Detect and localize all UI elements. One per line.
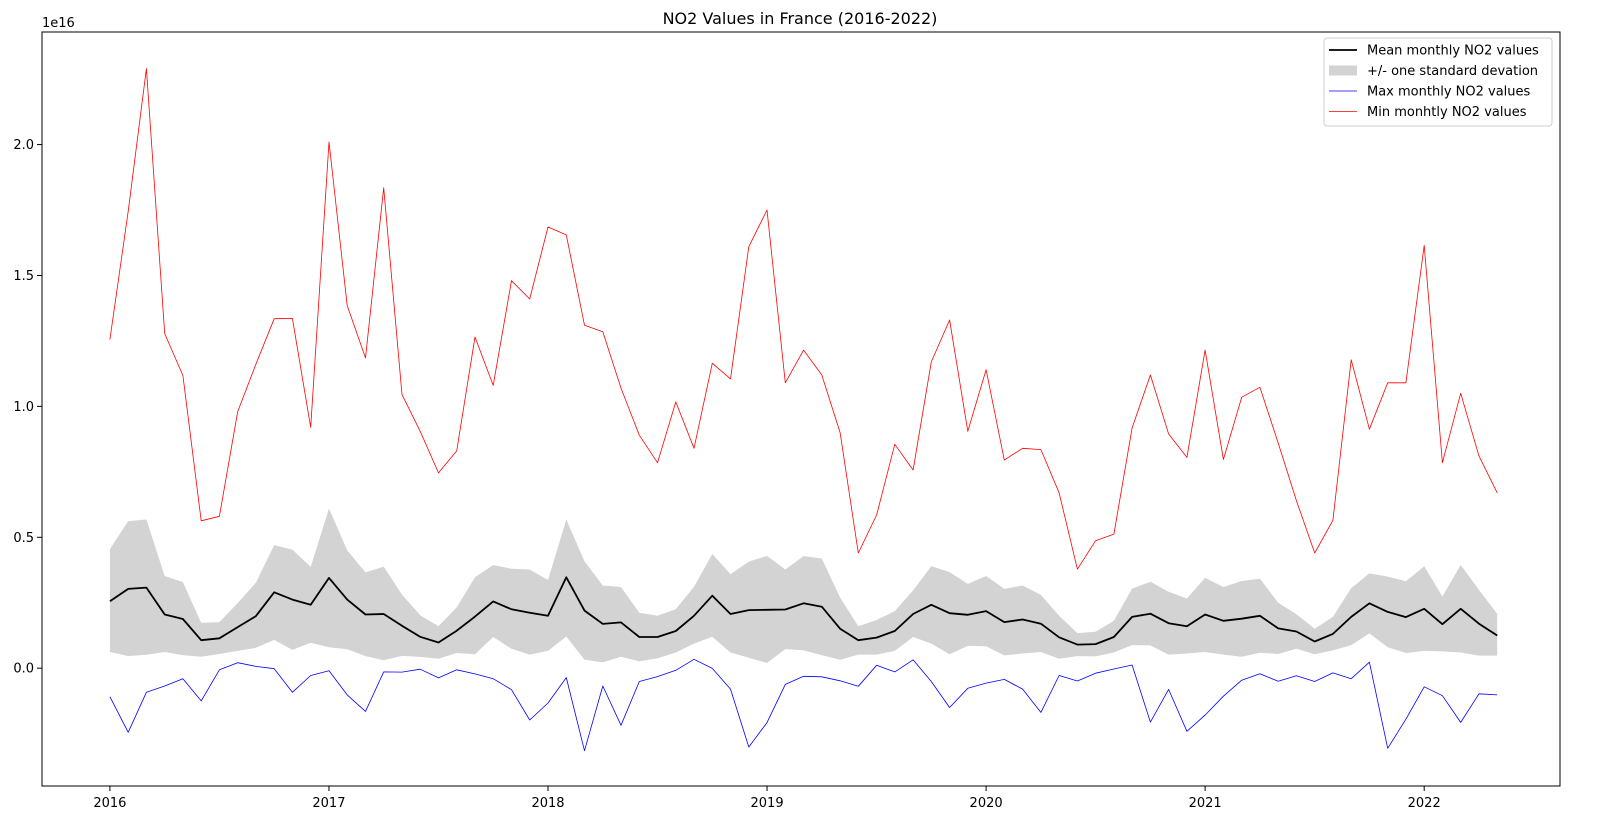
x-tick-label: 2016	[93, 796, 126, 811]
x-tick-label: 2022	[1408, 796, 1441, 811]
plot-frame	[41, 31, 1561, 787]
x-tick-label: 2018	[531, 796, 564, 811]
x-tick-label: 2021	[1189, 796, 1222, 811]
axes-layer: 2016 2017 2018 2019 2020 2021 2022 0.0 0.5 1.0 1.5…	[13, 31, 1561, 811]
series-layer	[109, 68, 1498, 752]
mean-line	[109, 576, 1498, 646]
y-tick-label: 1.5	[13, 269, 34, 284]
y-tick-label: 0.0	[13, 662, 34, 677]
legend-label: Max monthly NO2 values	[1367, 85, 1531, 100]
x-tick-label: 2020	[970, 796, 1003, 811]
min-line	[109, 68, 1498, 570]
x-tick-label: 2017	[312, 796, 345, 811]
legend: Mean monthly NO2 values +/- one standard …	[1323, 37, 1553, 127]
legend-label: +/- one standard devation	[1367, 64, 1538, 79]
legend-label: Min monhtly NO2 values	[1367, 105, 1527, 120]
std-band	[109, 508, 1498, 663]
y-offset-label: 1e16	[42, 16, 75, 31]
max-line	[109, 658, 1498, 752]
y-tick-label: 0.5	[13, 531, 34, 546]
legend-swatch-band	[1329, 65, 1357, 76]
y-tick-label: 2.0	[13, 138, 34, 153]
y-tick-label: 1.0	[13, 400, 34, 415]
x-tick-label: 2019	[751, 796, 784, 811]
legend-box	[1323, 37, 1553, 127]
chart-title: NO2 Values in France (2016-2022)	[663, 9, 938, 28]
legend-label: Mean monthly NO2 values	[1367, 44, 1539, 59]
